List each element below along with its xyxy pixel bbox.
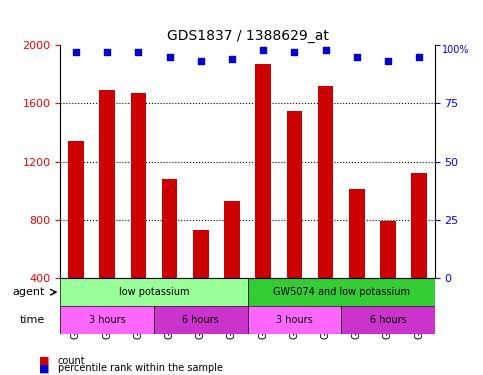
Bar: [99, 90, 115, 278]
Title: GDS1837 / 1388629_at: GDS1837 / 1388629_at: [167, 28, 328, 43]
Bar: [68, 141, 84, 278]
FancyBboxPatch shape: [60, 306, 154, 334]
Text: low potassium: low potassium: [119, 287, 189, 297]
Point: [384, 58, 392, 64]
FancyBboxPatch shape: [248, 278, 435, 306]
Point: [103, 49, 111, 55]
Text: ■: ■: [39, 363, 49, 373]
Bar: [256, 64, 271, 278]
Point: [353, 54, 361, 60]
Point: [415, 54, 423, 60]
Text: count: count: [58, 356, 85, 366]
Bar: [286, 111, 302, 278]
Bar: [224, 201, 240, 278]
Text: 100%: 100%: [442, 45, 469, 55]
Point: [290, 49, 298, 55]
FancyBboxPatch shape: [341, 306, 435, 334]
Text: ■: ■: [39, 356, 49, 366]
Bar: [380, 222, 396, 278]
Bar: [412, 173, 427, 278]
Text: 3 hours: 3 hours: [89, 315, 126, 325]
Point: [166, 54, 173, 60]
FancyBboxPatch shape: [248, 306, 341, 334]
FancyBboxPatch shape: [60, 278, 248, 306]
Point: [72, 49, 80, 55]
Text: 6 hours: 6 hours: [183, 315, 219, 325]
Text: percentile rank within the sample: percentile rank within the sample: [58, 363, 223, 373]
Point: [134, 49, 142, 55]
Point: [322, 46, 329, 53]
Point: [259, 46, 267, 53]
Text: 6 hours: 6 hours: [369, 315, 406, 325]
Text: agent: agent: [13, 287, 45, 297]
Bar: [130, 93, 146, 278]
Point: [228, 56, 236, 62]
Point: [197, 58, 205, 64]
Bar: [318, 86, 333, 278]
Text: 3 hours: 3 hours: [276, 315, 313, 325]
Bar: [162, 179, 177, 278]
FancyBboxPatch shape: [154, 306, 248, 334]
Bar: [193, 230, 209, 278]
Text: time: time: [19, 315, 45, 325]
Bar: [349, 189, 365, 278]
Text: GW5074 and low potassium: GW5074 and low potassium: [272, 287, 410, 297]
